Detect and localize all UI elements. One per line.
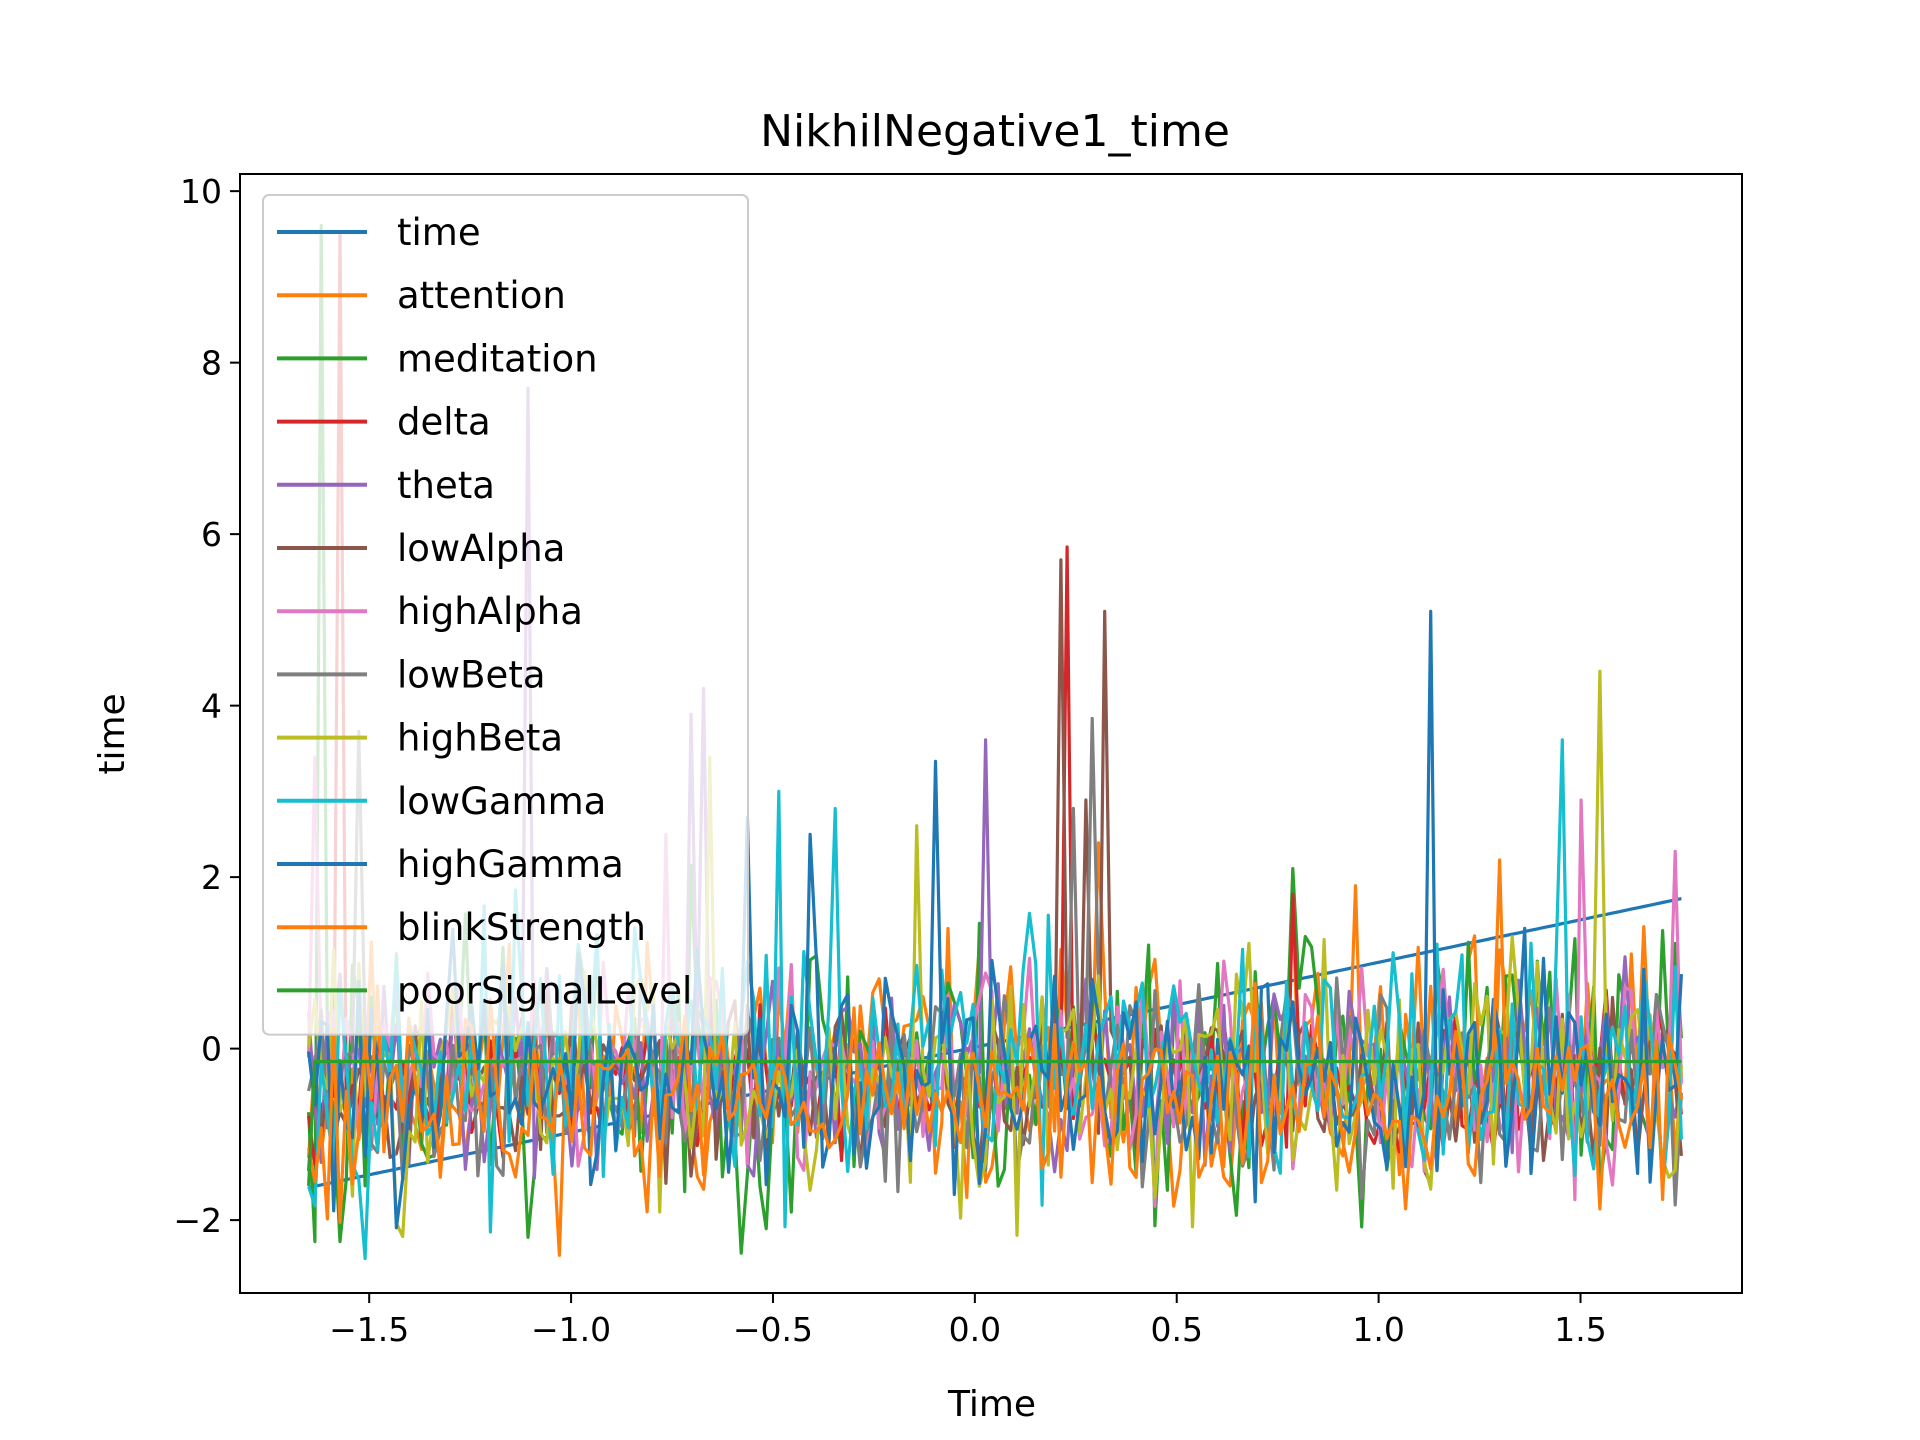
- legend: time attention meditation delta theta lowAlph…: [262, 194, 749, 1036]
- legend-label-lowgamma: lowGamma: [397, 780, 606, 823]
- x-tick-label: −0.5: [733, 1310, 813, 1349]
- y-axis-title: time: [92, 693, 133, 774]
- y-tick-label: 6: [201, 515, 222, 554]
- legend-label-highbeta: highBeta: [397, 717, 563, 760]
- legend-label-blinkstrength: blinkStrength: [397, 906, 646, 949]
- x-tick-label: 0.0: [949, 1310, 1001, 1349]
- legend-label-lowbeta: lowBeta: [397, 653, 546, 696]
- legend-label-delta: delta: [397, 401, 491, 444]
- legend-box: [262, 194, 749, 1036]
- x-tick-label: 1.5: [1554, 1310, 1606, 1349]
- legend-label-poorsignallevel: poorSignalLevel: [397, 969, 692, 1012]
- y-tick-label: 10: [180, 172, 222, 211]
- y-tick-label: 0: [201, 1030, 222, 1069]
- plot-frame: [239, 173, 1743, 1294]
- x-tick-label: −1.0: [531, 1310, 611, 1349]
- x-axis-title: Time: [947, 1384, 1036, 1425]
- x-tick-label: 1.0: [1352, 1310, 1404, 1349]
- legend-label-attention: attention: [397, 274, 566, 317]
- legend-label-highalpha: highAlpha: [397, 590, 583, 633]
- y-tick-label: 4: [201, 687, 222, 726]
- y-tick-label: 8: [201, 344, 222, 383]
- series-layer: [307, 223, 1683, 1261]
- legend-label-highgamma: highGamma: [397, 843, 624, 886]
- y-tick-label: −2: [173, 1201, 222, 1240]
- series-line-theta: [307, 386, 1683, 1181]
- legend-label-meditation: meditation: [397, 337, 598, 380]
- y-tick-label: 2: [201, 858, 222, 897]
- legend-label-time: time: [397, 211, 481, 254]
- legend-label-theta: theta: [397, 464, 495, 507]
- y-axis: −2 0 2 4 6 8 10: [173, 172, 240, 1240]
- x-axis: −1.5 −1.0 −0.5 0.0 0.5 1.0 1.5: [329, 1293, 1607, 1349]
- x-tick-label: 0.5: [1150, 1310, 1202, 1349]
- legend-label-lowalpha: lowAlpha: [397, 527, 565, 570]
- x-tick-label: −1.5: [329, 1310, 409, 1349]
- series-line-poorsignallevel: [307, 1059, 1682, 1186]
- chart-title: NikhilNegative1_time: [760, 106, 1230, 157]
